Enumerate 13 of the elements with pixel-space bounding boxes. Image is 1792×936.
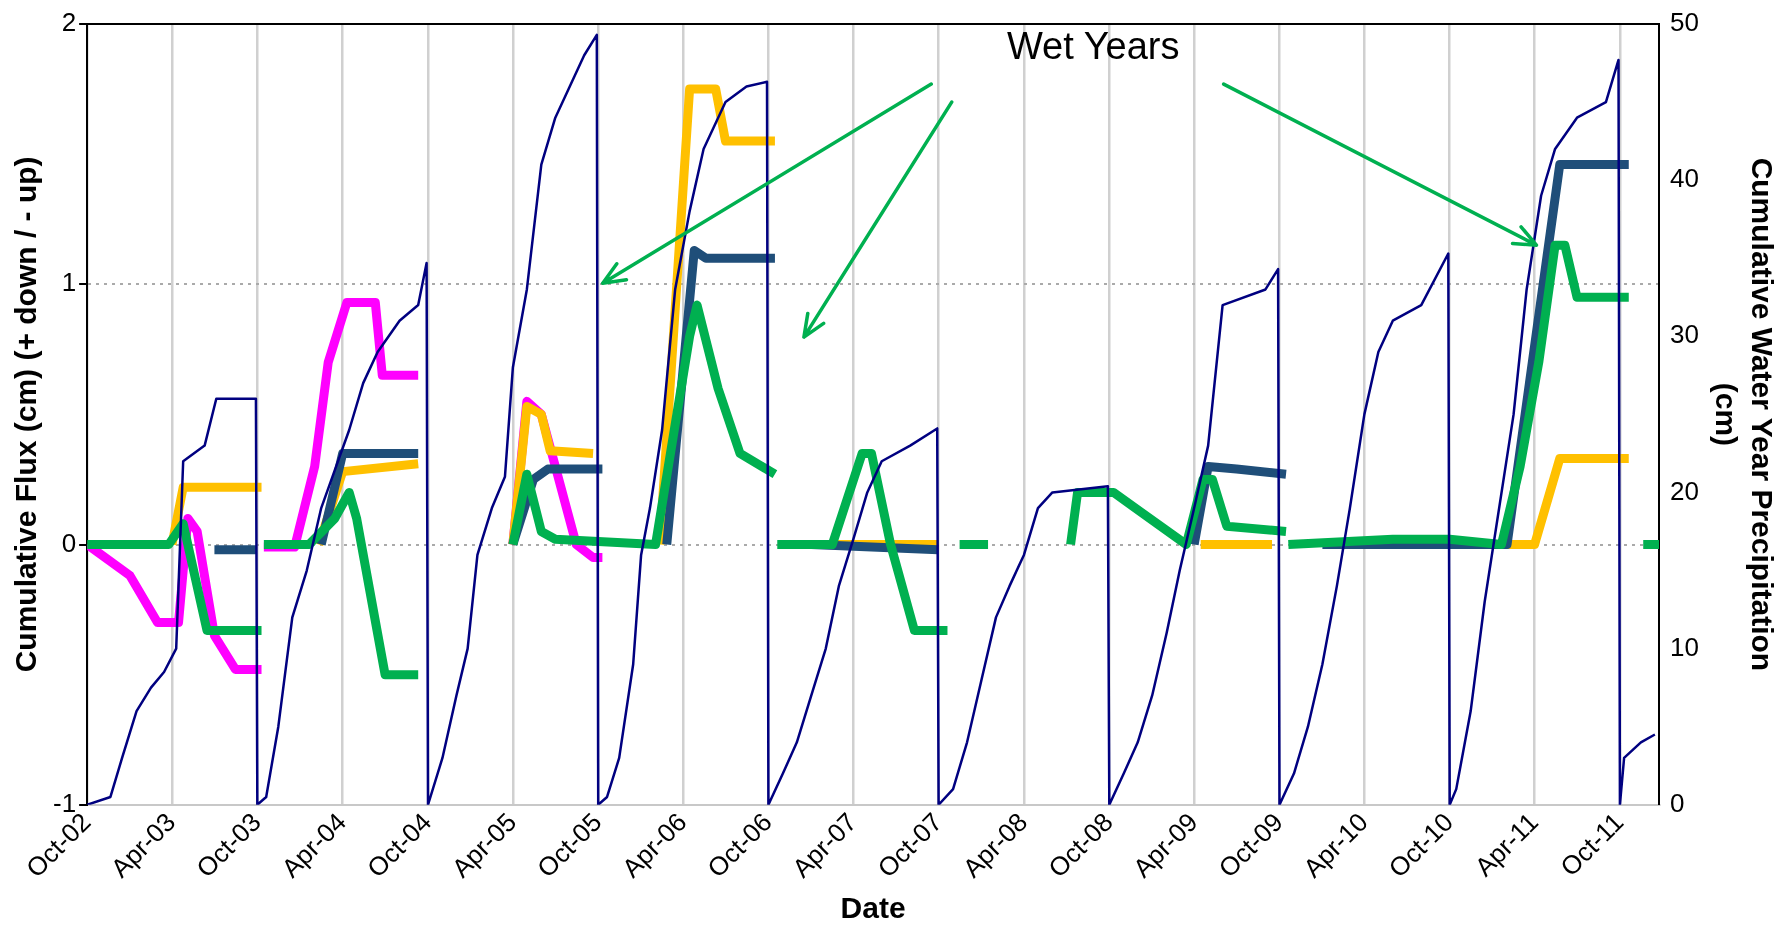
y2-axis-title: Cumulative Water Year Precipitation (cm) (1709, 157, 1779, 672)
y2-tick-label: 50 (1670, 7, 1699, 38)
y2-tick-label: 10 (1670, 631, 1699, 662)
y-tick-label: 2 (61, 7, 77, 38)
y2-tick-label: 20 (1670, 475, 1699, 506)
x-axis-title: Date (840, 891, 906, 925)
y-tick-label: 1 (61, 267, 77, 298)
annotation: Wet Years (1006, 25, 1180, 68)
y-axis-title: Cumulative Flux (cm) (+ down / - up) (9, 156, 43, 673)
y2-tick-label: 0 (1670, 787, 1685, 818)
y-tick-label: 0 (61, 527, 77, 558)
y2-tick-label: 30 (1670, 319, 1699, 350)
y2-tick-label: 40 (1670, 163, 1699, 194)
